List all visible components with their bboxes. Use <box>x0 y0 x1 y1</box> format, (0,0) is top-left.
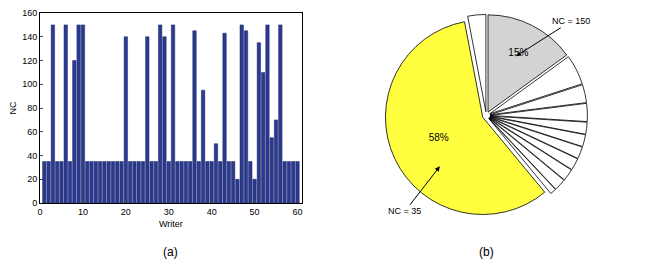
svg-text:40: 40 <box>27 151 37 161</box>
svg-text:50: 50 <box>250 207 260 217</box>
svg-text:160: 160 <box>22 8 37 18</box>
svg-text:(a): (a) <box>163 245 178 259</box>
svg-text:0: 0 <box>32 198 37 208</box>
svg-text:0: 0 <box>37 207 42 217</box>
svg-text:NC: NC <box>8 101 18 114</box>
svg-text:(b): (b) <box>479 245 494 259</box>
svg-text:120: 120 <box>22 56 37 66</box>
svg-text:15%: 15% <box>508 47 528 58</box>
svg-text:NC = 35: NC = 35 <box>388 206 421 216</box>
svg-text:100: 100 <box>22 79 37 89</box>
svg-text:30: 30 <box>164 207 174 217</box>
svg-text:140: 140 <box>22 32 37 42</box>
svg-text:10: 10 <box>78 207 88 217</box>
svg-text:NC = 150: NC = 150 <box>552 16 590 26</box>
svg-text:80: 80 <box>27 103 37 113</box>
svg-text:60: 60 <box>27 127 37 137</box>
svg-text:Writer: Writer <box>159 219 183 229</box>
svg-text:20: 20 <box>121 207 131 217</box>
svg-text:40: 40 <box>207 207 217 217</box>
svg-text:60: 60 <box>293 207 303 217</box>
svg-text:58%: 58% <box>429 132 449 143</box>
svg-text:20: 20 <box>27 174 37 184</box>
